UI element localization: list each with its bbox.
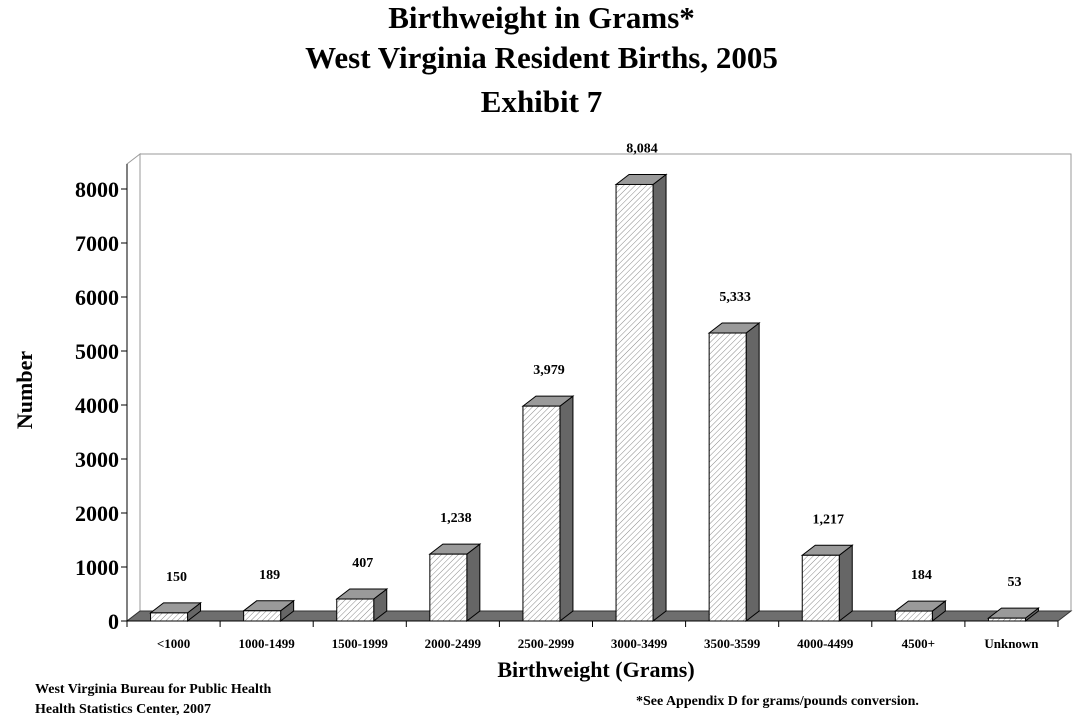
data-label: 5,333 bbox=[719, 290, 751, 305]
x-tick-label: Unknown bbox=[984, 636, 1039, 651]
y-tick-label: 0 bbox=[108, 609, 119, 634]
source-line-1: West Virginia Bureau for Public Health bbox=[35, 682, 272, 697]
bar-front bbox=[894, 610, 933, 622]
bar bbox=[242, 599, 296, 623]
x-tick-label: 2500-2999 bbox=[518, 636, 575, 651]
y-tick-label: 4000 bbox=[75, 393, 119, 418]
back-wall-panel bbox=[139, 153, 1072, 612]
bar bbox=[149, 601, 203, 623]
bar-side bbox=[745, 322, 760, 623]
bar bbox=[707, 322, 761, 623]
chart-title-line-2: West Virginia Resident Births, 2005 bbox=[305, 40, 778, 75]
bar bbox=[614, 173, 668, 623]
x-tick-label: 2000-2499 bbox=[425, 636, 482, 651]
chart-title-line-1: Birthweight in Grams* bbox=[388, 0, 695, 35]
bar-side bbox=[559, 395, 574, 623]
x-tick-label: <1000 bbox=[157, 636, 190, 651]
x-tick-label: 4000-4499 bbox=[797, 636, 854, 651]
y-tick-label: 1000 bbox=[75, 555, 119, 580]
bar-front bbox=[801, 554, 840, 622]
source-line-2: Health Statistics Center, 2007 bbox=[35, 702, 212, 717]
x-tick-label: 1500-1999 bbox=[332, 636, 389, 651]
data-label: 184 bbox=[911, 568, 932, 583]
x-axis: <1000 1000-1499 1500-1999 2000-2499 2500-299… bbox=[126, 620, 1059, 651]
data-label: 53 bbox=[1007, 575, 1021, 590]
y-axis: 0 1000 2000 3000 4000 5000 6000 7000 8000 bbox=[75, 164, 128, 634]
bar-side bbox=[652, 173, 667, 623]
bar bbox=[986, 607, 1040, 623]
bar bbox=[335, 588, 389, 623]
bar-side bbox=[838, 544, 853, 623]
data-label: 189 bbox=[259, 568, 280, 583]
bar-front bbox=[615, 183, 654, 622]
bar bbox=[800, 544, 854, 623]
y-tick-label: 2000 bbox=[75, 501, 119, 526]
data-label: 8,084 bbox=[626, 141, 658, 156]
y-tick-label: 7000 bbox=[75, 231, 119, 256]
bars: 150 189 407 1,238 3,979 8,084 5,333 1,217 184 53 bbox=[149, 141, 1040, 623]
x-tick-label: 3000-3499 bbox=[611, 636, 668, 651]
side-wall-panel bbox=[126, 152, 141, 623]
x-tick-label: 4500+ bbox=[902, 636, 935, 651]
bar-front bbox=[150, 612, 189, 622]
bar-front bbox=[522, 405, 561, 622]
bar bbox=[521, 395, 575, 623]
chart-title-line-3: Exhibit 7 bbox=[480, 84, 603, 119]
conversion-note: *See Appendix D for grams/pounds convers… bbox=[636, 694, 919, 709]
y-tick-label: 5000 bbox=[75, 339, 119, 364]
y-axis-label: Number bbox=[12, 351, 37, 429]
x-tick-label: 1000-1499 bbox=[238, 636, 295, 651]
bar-front bbox=[708, 332, 747, 622]
bar-front bbox=[336, 598, 375, 622]
data-label: 3,979 bbox=[533, 363, 565, 378]
bar bbox=[428, 543, 482, 623]
data-label: 150 bbox=[166, 570, 187, 585]
bar-front bbox=[429, 553, 468, 622]
data-label: 407 bbox=[352, 556, 373, 571]
data-label: 1,217 bbox=[813, 512, 845, 527]
plot-back-wall bbox=[126, 152, 1072, 623]
x-tick-label: 3500-3599 bbox=[704, 636, 761, 651]
x-axis-label: Birthweight (Grams) bbox=[497, 657, 694, 682]
y-tick-label: 3000 bbox=[75, 447, 119, 472]
data-label: 1,238 bbox=[440, 511, 472, 526]
y-tick-label: 6000 bbox=[75, 285, 119, 310]
y-tick-label: 8000 bbox=[75, 177, 119, 202]
bar-front bbox=[243, 610, 282, 622]
bar-side bbox=[466, 543, 481, 623]
bar bbox=[893, 600, 947, 623]
